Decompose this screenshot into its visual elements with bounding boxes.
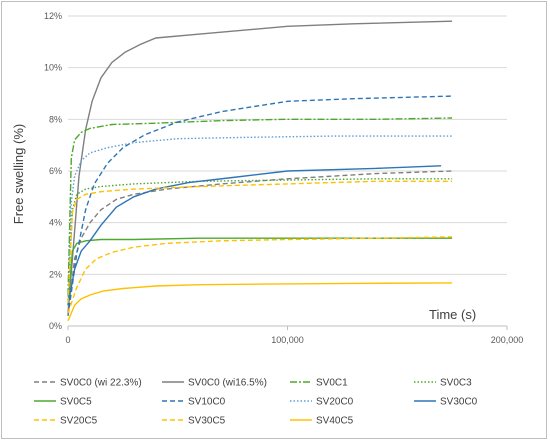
- series-line: [67, 237, 453, 306]
- legend-label: SV30C5: [188, 416, 226, 427]
- legend-label: SV0C3: [440, 378, 472, 389]
- series-line: [67, 117, 453, 296]
- series-line: [67, 135, 453, 301]
- series-line: [67, 170, 453, 316]
- gridlines: [68, 15, 507, 275]
- y-tick-label: 10%: [44, 63, 62, 73]
- y-tick-label: 0%: [49, 321, 62, 331]
- x-tick-label: 200,000: [491, 335, 524, 345]
- tick-labels: 0% 2% 4% 6% 8% 10% 12% 0 100,000 200,000: [44, 11, 523, 345]
- series-line: [67, 180, 453, 303]
- y-tick-label: 2%: [49, 269, 62, 279]
- y-tick-label: 4%: [49, 218, 62, 228]
- legend-label: SV0C1: [316, 378, 348, 389]
- legend: SV0C0 (wi 22.3%) SV0C0 (wi16.5%) SV0C1 SV0C…: [34, 378, 478, 427]
- x-tick-label: 100,000: [271, 335, 304, 345]
- y-tick-label: 8%: [49, 114, 62, 124]
- legend-label: SV30C0: [440, 397, 478, 408]
- y-axis-label: Free swelling (%): [11, 124, 26, 224]
- legend-label: SV0C0 (wi16.5%): [188, 378, 267, 389]
- legend-label: SV20C0: [316, 397, 354, 408]
- series-line: [67, 282, 453, 322]
- legend-label: SV0C0 (wi 22.3%): [60, 378, 142, 389]
- chart-frame: 0% 2% 4% 6% 8% 10% 12% 0 100,000 200,000 Free swe…: [1, 1, 547, 439]
- series-line: [67, 178, 453, 301]
- legend-label: SV20C5: [60, 416, 98, 427]
- legend-label: SV40C5: [316, 416, 354, 427]
- series-lines: [67, 20, 453, 322]
- y-tick-label: 12%: [44, 11, 62, 21]
- x-tick-label: 0: [65, 335, 70, 345]
- line-chart: 0% 2% 4% 6% 8% 10% 12% 0 100,000 200,000 Free swe…: [11, 11, 523, 427]
- legend-label: SV0C5: [60, 397, 92, 408]
- y-tick-label: 6%: [49, 166, 62, 176]
- series-line: [67, 236, 453, 314]
- series-line: [67, 95, 453, 316]
- legend-label: SV10C0: [188, 397, 226, 408]
- axes: [67, 325, 508, 330]
- x-axis-label: Time (s): [429, 307, 476, 322]
- series-line: [67, 165, 442, 306]
